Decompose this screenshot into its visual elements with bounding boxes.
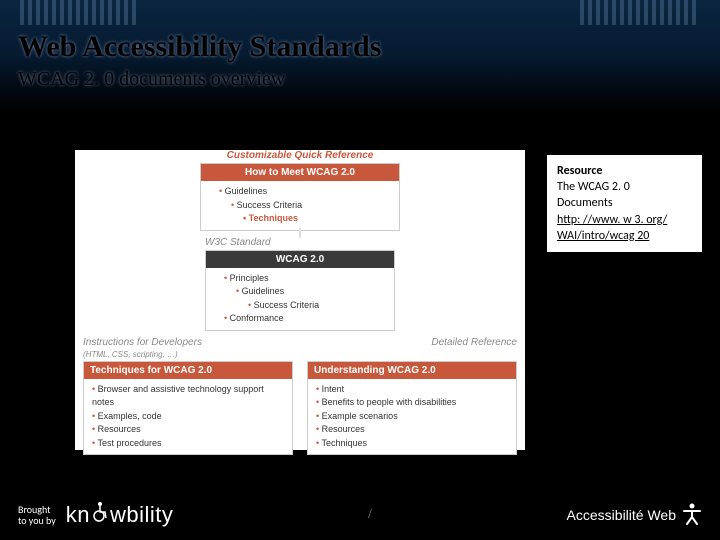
list-item: Conformance xyxy=(224,312,386,326)
accessibility-person-icon xyxy=(682,502,702,529)
resource-link-part1: http: //www. w 3. org/ xyxy=(557,213,667,227)
accessibilite-web-logo: Accessibilité Web xyxy=(567,502,702,529)
decorative-bars-left xyxy=(20,0,140,25)
list-item: Test procedures xyxy=(92,437,284,451)
partner-name: Accessibilité Web xyxy=(567,507,676,523)
logo-text-a: kn xyxy=(66,502,90,528)
wcag-diagram: Customizable Quick Reference How to Meet… xyxy=(75,150,525,450)
list-item: Guidelines xyxy=(219,185,391,199)
mid-section-label: W3C Standard xyxy=(205,237,525,248)
list-item: Success Criteria xyxy=(231,199,391,213)
knowbility-logo: kn wbility xyxy=(66,501,174,529)
techniques-column: Instructions for Developers (HTML, CSS, … xyxy=(83,337,293,458)
left-section-label: Instructions for Developers xyxy=(83,337,293,348)
footer-separator: / xyxy=(173,507,566,523)
slide-title: Web Accessibility Standards xyxy=(18,30,381,64)
how-to-meet-box: How to Meet WCAG 2.0 Guidelines Success … xyxy=(200,163,400,231)
diagram-top-section: Customizable Quick Reference How to Meet… xyxy=(75,150,525,231)
resource-title: Resource xyxy=(557,163,692,179)
logo-text-b: wbility xyxy=(110,502,173,528)
techniques-box: Techniques for WCAG 2.0 Browser and assi… xyxy=(83,361,293,456)
wcag20-title: WCAG 2.0 xyxy=(206,251,394,268)
wcag20-box: WCAG 2.0 Principles Guidelines Success C… xyxy=(205,250,395,331)
resource-line: Documents xyxy=(557,195,692,211)
brought-line2: to you by xyxy=(18,515,56,526)
resource-link[interactable]: http: //www. w 3. org/ WAI/intro/wcag 20 xyxy=(557,212,692,244)
diagram-bottom-section: Instructions for Developers (HTML, CSS, … xyxy=(75,337,525,466)
how-to-meet-title: How to Meet WCAG 2.0 xyxy=(201,164,399,181)
decorative-bars-right xyxy=(580,0,700,25)
understanding-title: Understanding WCAG 2.0 xyxy=(308,362,516,379)
connector-line xyxy=(299,228,301,238)
understanding-box: Understanding WCAG 2.0 Intent Benefits t… xyxy=(307,361,517,456)
slide-footer: Brought to you by kn wbility / Accessibi… xyxy=(0,490,720,540)
slide-subtitle: WCAG 2. 0 documents overview xyxy=(18,68,285,91)
resource-callout: Resource The WCAG 2. 0 Documents http: /… xyxy=(547,155,702,252)
diagram-mid-section: W3C Standard WCAG 2.0 Principles Guideli… xyxy=(75,237,525,331)
list-item: Example scenarios xyxy=(316,410,508,424)
understanding-column: Detailed Reference Understanding WCAG 2.… xyxy=(307,337,517,458)
list-item: Benefits to people with disabilities xyxy=(316,396,508,410)
wheelchair-icon xyxy=(91,501,109,529)
list-item: Examples, code xyxy=(92,410,284,424)
list-item: Success Criteria xyxy=(248,299,386,313)
techniques-title: Techniques for WCAG 2.0 xyxy=(84,362,292,379)
list-item: Resources xyxy=(92,423,284,437)
brought-to-you-by: Brought to you by xyxy=(18,504,56,526)
resource-line: The WCAG 2. 0 xyxy=(557,179,692,195)
resource-link-part2: WAI/intro/wcag 20 xyxy=(557,229,649,243)
list-item: Principles xyxy=(224,272,386,286)
right-section-label: Detailed Reference xyxy=(307,337,517,348)
list-item: Resources xyxy=(316,423,508,437)
list-item-accent: Techniques xyxy=(243,212,391,226)
list-item: Browser and assistive technology support… xyxy=(92,383,284,410)
top-section-label: Customizable Quick Reference xyxy=(75,150,525,161)
list-item: Techniques xyxy=(316,437,508,451)
list-item: Intent xyxy=(316,383,508,397)
list-item: Guidelines xyxy=(236,285,386,299)
left-section-sublabel: (HTML, CSS, scripting, …) xyxy=(83,350,293,359)
